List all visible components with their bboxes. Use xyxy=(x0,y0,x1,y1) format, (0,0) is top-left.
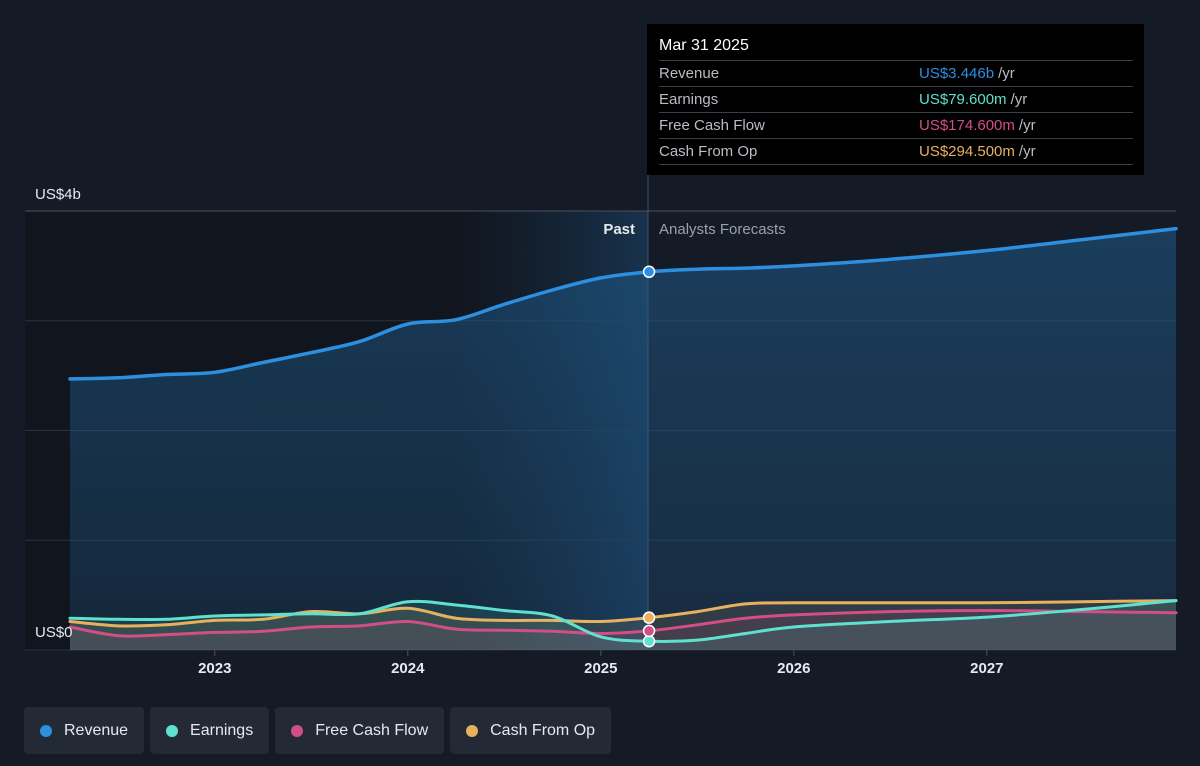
legend-label: Revenue xyxy=(64,721,129,739)
tooltip-value: US$79.600m xyxy=(919,91,1007,108)
series-area-cash-from-op xyxy=(70,600,1176,650)
tooltip-unit: /yr xyxy=(1018,117,1036,134)
series-line-revenue xyxy=(68,226,1178,381)
legend-label: Earnings xyxy=(190,721,254,739)
tooltip-row: Earnings US$79.600m/yr xyxy=(659,86,1133,112)
series-area-earnings xyxy=(70,600,1176,650)
legend-dot-icon xyxy=(291,724,304,737)
legend-dot-icon xyxy=(166,724,179,737)
series-line-cash-from-op xyxy=(68,599,1178,628)
series-lines xyxy=(68,226,1178,644)
legend-dot-icon xyxy=(40,724,52,737)
point-earnings xyxy=(642,635,656,648)
tooltip-label: Cash From Op xyxy=(659,143,758,160)
tooltip-date: Mar 31 2025 xyxy=(659,37,749,54)
chart: US$4b US$0 Past Analysts Forecasts 2023 2… xyxy=(25,175,1178,677)
y-axis-bottom-label: US$0 xyxy=(35,624,73,641)
point-free-cash-flow xyxy=(642,624,656,638)
tooltip-unit: /yr xyxy=(1018,143,1036,160)
x-tick-label: 2024 xyxy=(391,660,425,677)
tooltip-label: Earnings xyxy=(659,91,719,108)
tooltip-unit: /yr xyxy=(1010,91,1028,108)
tooltip: Mar 31 2025 Revenue US$3.446b/yr Earnings U… xyxy=(647,24,1144,175)
legend-label: Free Cash Flow xyxy=(315,721,429,739)
tooltip-value: US$3.446b xyxy=(919,65,995,82)
series-line-earnings xyxy=(68,599,1178,644)
tooltip-value: US$294.500m xyxy=(919,143,1015,160)
x-tick-label: 2025 xyxy=(584,660,617,677)
legend-item-free-cash-flow[interactable]: Free Cash Flow xyxy=(275,707,445,754)
point-revenue xyxy=(642,265,656,279)
x-tick-label: 2026 xyxy=(777,660,810,677)
tooltip-row: Cash From Op US$294.500m/yr xyxy=(659,138,1133,165)
tooltip-row: Free Cash Flow US$174.600m/yr xyxy=(659,112,1133,138)
tooltip-unit: /yr xyxy=(998,65,1015,82)
tooltip-value: US$174.600m xyxy=(919,117,1015,134)
tooltip-label: Free Cash Flow xyxy=(659,117,765,134)
point-cash-from-op xyxy=(642,611,656,624)
legend: Revenue Earnings Free Cash Flow Cash From O… xyxy=(24,707,612,754)
y-axis-top-label: US$4b xyxy=(35,186,81,203)
legend-dot-icon xyxy=(466,724,479,737)
series-area-revenue xyxy=(70,228,1176,650)
series-line-free-cash-flow xyxy=(68,608,1178,638)
x-axis-ticks: 2023 2024 2025 2026 2027 xyxy=(198,650,1004,677)
legend-item-revenue[interactable]: Revenue xyxy=(24,707,145,754)
legend-item-cash-from-op[interactable]: Cash From Op xyxy=(450,707,612,754)
x-tick-label: 2027 xyxy=(970,660,1003,677)
forecast-label: Analysts Forecasts xyxy=(659,221,786,238)
highlight-points xyxy=(642,265,656,648)
tooltip-label: Revenue xyxy=(659,65,720,82)
past-label: Past xyxy=(603,221,635,238)
legend-item-earnings[interactable]: Earnings xyxy=(150,707,270,754)
x-tick-label: 2023 xyxy=(198,660,231,677)
legend-label: Cash From Op xyxy=(490,721,596,739)
tooltip-row: Revenue US$3.446b/yr xyxy=(659,60,1133,86)
tooltip-rows: Revenue US$3.446b/yr Earnings US$79.600m/yr… xyxy=(659,60,1133,165)
